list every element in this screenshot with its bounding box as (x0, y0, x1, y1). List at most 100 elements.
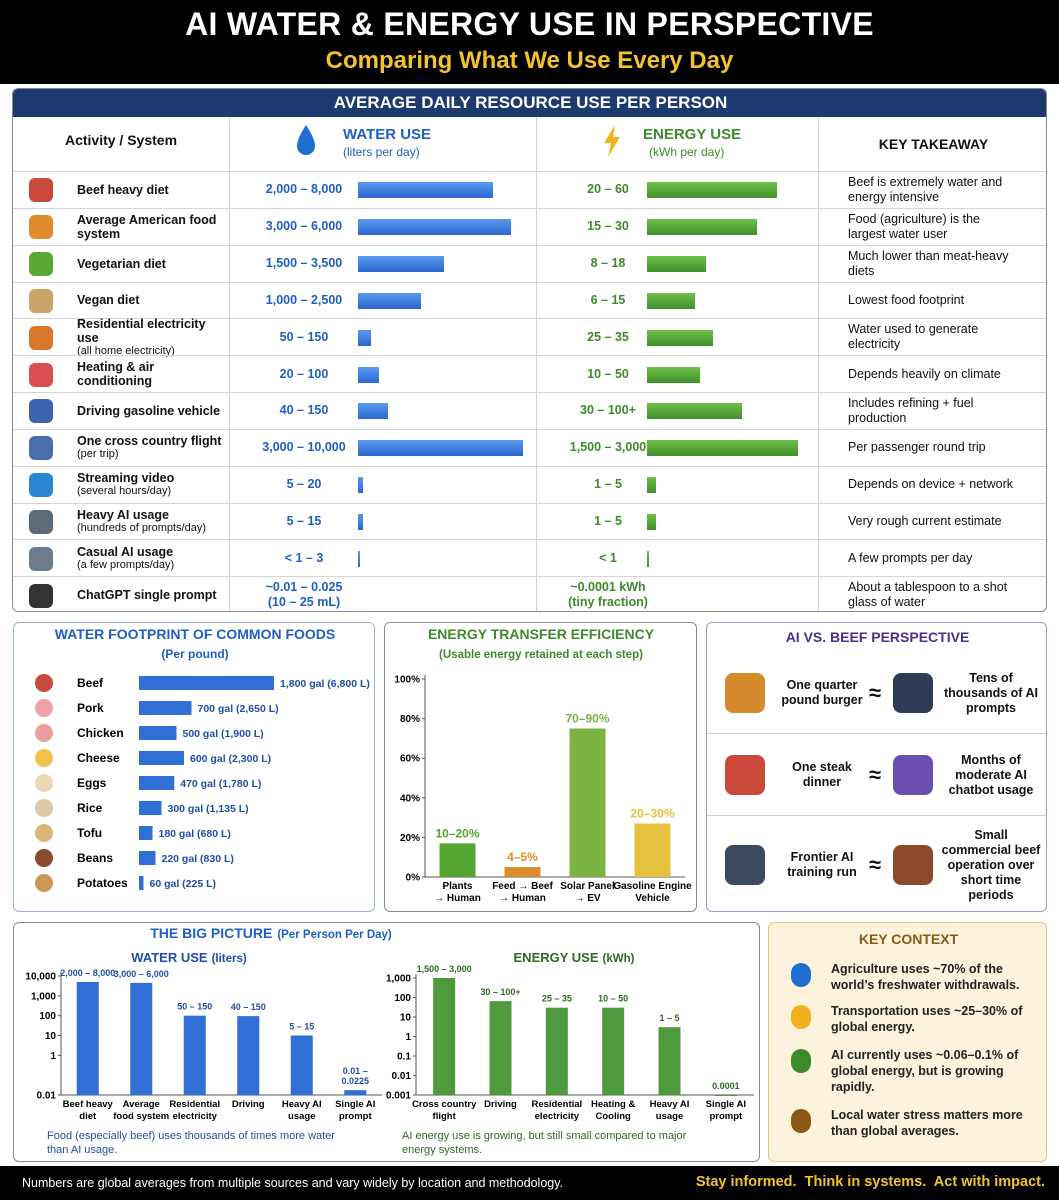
bar (569, 728, 606, 877)
bar (139, 876, 144, 890)
energy-bar (647, 550, 649, 567)
activity-name: Residential electricity use (77, 316, 206, 345)
y-tick-label: 100 (394, 993, 411, 1004)
takeaway-cell: Depends heavily on climate (848, 356, 1016, 392)
energy-bar (647, 329, 714, 346)
y-tick-label: 40% (400, 793, 420, 804)
takeaway: Per passenger round trip (848, 440, 986, 455)
x-tick-label: Gasoline Engine Vehicle (613, 881, 692, 904)
activity-cell: Heating & air conditioning (77, 356, 229, 392)
y-tick-label: 0% (406, 873, 421, 884)
bar (76, 981, 99, 1095)
column-header: KEY TAKEAWAY (878, 136, 989, 152)
activity-cell: Vegan diet (77, 283, 229, 319)
table-row: Heavy AI usage (hundreds of prompts/day) 5… (13, 502, 1046, 540)
resource-table: AVERAGE DAILY RESOURCE USE PER PERSON Ac… (12, 88, 1047, 612)
chart-title-text: ENERGY USE (514, 950, 599, 965)
chart-subtitle: (Per pound) (161, 647, 228, 661)
y-tick-label: 0.001 (386, 1091, 411, 1102)
comparison: One steak dinner ≈ Months of moderate AI c… (707, 733, 1046, 816)
water-bar (358, 182, 494, 199)
context-icon (791, 1049, 811, 1073)
context-item: Local water stress matters more than glo… (831, 1108, 1023, 1138)
row-icon (29, 473, 53, 498)
x-tick-label: Solar Panel → EV (560, 881, 615, 904)
right-text: Tens of thousands of AI prompts (944, 670, 1038, 715)
bar (290, 1035, 313, 1095)
activity-name: Beef heavy diet (77, 182, 169, 197)
energy-value: < 1 (599, 550, 617, 565)
column-divider (229, 117, 230, 611)
category-label: Pork (77, 701, 104, 715)
energy-value: 6 – 15 (590, 292, 626, 307)
takeaway: Very rough current estimate (848, 513, 1002, 528)
food-icon (35, 724, 53, 742)
y-tick-label: 1,000 (386, 974, 411, 985)
row-icon (29, 178, 53, 203)
water-cell: 1,500 – 3,500 (235, 246, 373, 282)
energy-cell: 8 – 18 (540, 246, 676, 282)
energy-value: 30 – 100+ (580, 403, 636, 418)
chart-title: ENERGY USE (kWh) (514, 950, 635, 965)
row-icon (29, 509, 53, 534)
table-row: Driving gasoline vehicle 40 – 150 30 – 100… (13, 392, 1046, 429)
approx-symbol: ≈ (868, 680, 882, 705)
energy-icon (604, 125, 620, 157)
column-unit: (kWh per day) (649, 145, 725, 159)
activity-name: One cross country flight (77, 434, 222, 449)
water-bar (358, 256, 444, 273)
context-item: AI currently uses ~0.06–0.1% of global e… (831, 1048, 1019, 1094)
panel-title: KEY CONTEXT (858, 931, 959, 947)
food-icon (35, 674, 53, 692)
energy-value: 1 – 5 (594, 477, 622, 492)
value-label: 10 – 50 (598, 994, 628, 1004)
x-tick-label: Plants → Human (434, 881, 481, 904)
value-label: 180 gal (680 L) (159, 828, 231, 840)
water-cell: 3,000 – 10,000 (235, 430, 373, 466)
takeaway: Depends heavily on climate (848, 366, 1001, 381)
big-picture-chart: THE BIG PICTURE (Per Person Per Day) WATE… (25, 925, 754, 1156)
value-label: 220 gal (830 L) (162, 853, 234, 865)
activity-name: Heating & air conditioning (77, 360, 155, 389)
takeaway-cell: A few prompts per day (848, 540, 1016, 576)
energy-bar (647, 366, 700, 383)
chart-title-text: WATER USE (131, 950, 208, 965)
water-value: 20 – 100 (279, 366, 329, 381)
value-label: 4–5% (507, 850, 538, 864)
activity-name: Average American food system (77, 212, 217, 241)
column-header: ENERGY USE (643, 126, 742, 143)
category-label: Chicken (77, 726, 124, 740)
y-tick-label: 0.1 (397, 1052, 411, 1063)
water-bar (358, 219, 512, 236)
category-label: Eggs (77, 776, 107, 790)
value-label: 0.0001 (712, 1081, 740, 1091)
value-label: 50 – 150 (177, 1002, 212, 1012)
value-label: 500 gal (1,900 L) (183, 728, 264, 740)
context-icon (791, 1109, 811, 1133)
value-label: 470 gal (1,780 L) (180, 778, 261, 790)
water-value: 2,000 – 8,000 (265, 182, 343, 197)
value-label: 40 – 150 (231, 1002, 266, 1012)
value-label: 60 gal (225 L) (150, 878, 217, 890)
energy-cell: 25 – 35 (540, 319, 676, 355)
left-text: One steak dinner (792, 760, 852, 789)
bar (139, 776, 175, 790)
food-icon (35, 699, 53, 717)
y-tick-label: 1 (50, 1051, 56, 1062)
bar (139, 701, 192, 715)
column-divider (536, 117, 537, 611)
energy-bar (647, 219, 758, 236)
takeaway: Much lower than meat-heavy diets (848, 248, 1009, 278)
energy-value: 1 – 5 (594, 513, 622, 528)
energy-value: 20 – 60 (587, 182, 629, 197)
x-tick-label: Cross country flight (412, 1099, 477, 1122)
activity-cell: Average American food system (77, 209, 229, 245)
activity-cell: Vegetarian diet (77, 246, 229, 282)
chart-subtitle: (Usable energy retained at each step) (439, 649, 643, 661)
water-cell: 3,000 – 6,000 (235, 209, 373, 245)
water-value: < 1 – 3 (284, 550, 324, 565)
energy-value: ~0.0001 kWh (570, 580, 646, 595)
category-label: Cheese (77, 751, 120, 765)
category-label: Tofu (77, 826, 102, 840)
